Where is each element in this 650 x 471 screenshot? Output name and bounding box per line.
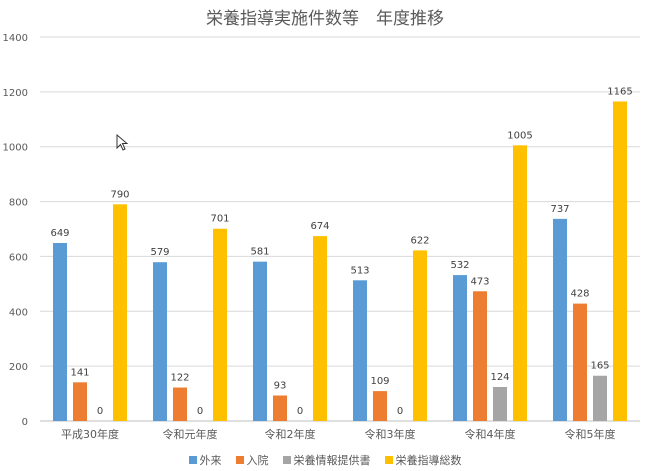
legend-label: 外来 [199, 454, 222, 467]
data-label: 122 [170, 373, 189, 384]
bar [613, 101, 627, 421]
bar [273, 395, 287, 421]
legend-item: 栄養情報提供書 [282, 452, 371, 468]
data-label: 93 [274, 380, 287, 391]
y-tick-label: 1400 [3, 33, 28, 44]
legend-label: 栄養指導総数 [395, 454, 462, 467]
bar [473, 291, 487, 421]
x-tick-label: 令和5年度 [565, 427, 616, 441]
chart-title: 栄養指導実施件数等 年度推移 [206, 9, 444, 29]
bar [173, 387, 187, 421]
data-label: 513 [350, 265, 369, 276]
y-tick-label: 0 [22, 417, 28, 428]
y-tick-label: 800 [9, 198, 28, 209]
data-label: 428 [570, 289, 589, 300]
bar [413, 250, 427, 421]
data-label: 165 [590, 361, 609, 372]
data-label: 124 [490, 372, 509, 383]
bar [213, 228, 227, 421]
data-label: 109 [370, 376, 389, 387]
data-label: 532 [450, 260, 469, 271]
legend-label: 入院 [246, 454, 269, 467]
x-tick-label: 令和3年度 [365, 427, 416, 441]
x-tick-label: 平成30年度 [61, 427, 119, 441]
y-tick-label: 600 [9, 252, 28, 263]
legend-item: 栄養指導総数 [384, 452, 462, 468]
bar [553, 218, 567, 421]
bar [53, 242, 67, 421]
data-label: 674 [310, 221, 329, 232]
bar [573, 303, 587, 421]
bar [453, 275, 467, 421]
data-label: 1005 [507, 130, 532, 141]
legend-swatch [384, 456, 393, 464]
bar [513, 145, 527, 422]
data-label: 0 [197, 406, 203, 417]
bar [353, 280, 367, 421]
bar [153, 262, 167, 421]
legend-label: 栄養情報提供書 [293, 454, 371, 467]
bar [253, 261, 267, 421]
bar [373, 391, 387, 421]
data-label: 141 [70, 367, 89, 378]
y-tick-label: 400 [9, 307, 28, 318]
data-label: 0 [397, 406, 403, 417]
data-label: 649 [50, 228, 69, 239]
data-label: 473 [470, 276, 489, 287]
legend-swatch [188, 456, 197, 464]
y-tick-label: 1200 [3, 88, 28, 99]
data-label: 622 [410, 235, 429, 246]
mouse-pointer-icon [116, 134, 129, 151]
data-label: 0 [297, 406, 303, 417]
bar [73, 382, 87, 421]
data-label: 579 [150, 247, 169, 258]
data-label: 0 [97, 406, 103, 417]
data-label: 581 [250, 247, 269, 258]
data-label: 737 [550, 204, 569, 215]
x-tick-label: 令和4年度 [465, 427, 516, 441]
x-tick-label: 令和2年度 [265, 427, 316, 441]
x-tick-label: 令和元年度 [163, 427, 218, 441]
legend-item: 入院 [235, 452, 269, 468]
y-tick-label: 200 [9, 362, 28, 373]
bar [113, 204, 127, 421]
data-label: 701 [210, 214, 229, 225]
y-tick-label: 1000 [3, 143, 28, 154]
legend-item: 外来 [188, 452, 222, 468]
bar [313, 236, 327, 421]
bar [493, 386, 507, 421]
legend-swatch [282, 456, 291, 464]
chart-legend: 外来 入院 栄養情報提供書 栄養指導総数 [0, 452, 650, 468]
data-label: 790 [110, 189, 129, 200]
data-label: 1165 [607, 86, 632, 97]
legend-swatch [235, 456, 244, 464]
bar [593, 375, 607, 421]
